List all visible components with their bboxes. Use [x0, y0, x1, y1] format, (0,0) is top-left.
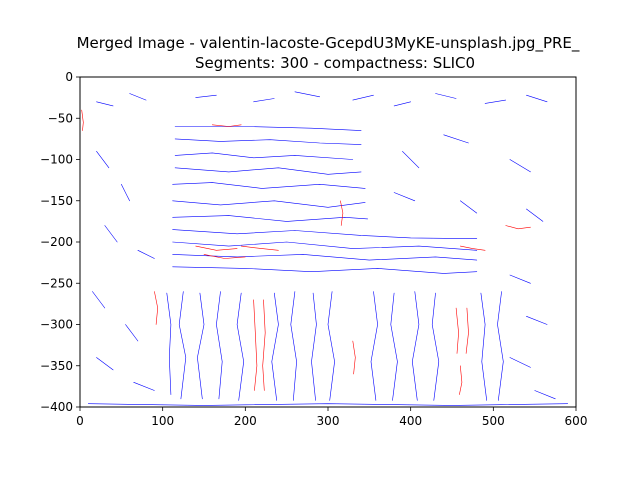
contour-line-s0-28	[195, 94, 217, 98]
y-tick-label: −100	[40, 153, 73, 167]
contour-line-s0-10	[172, 266, 478, 274]
y-tick-label: −300	[40, 318, 73, 332]
y-tick-label: −200	[40, 235, 73, 249]
contour-line-s1-5	[240, 245, 279, 251]
x-tick-label: 400	[399, 414, 422, 428]
contour-line-s0-8	[172, 241, 478, 251]
contour-line-s0-5	[172, 200, 366, 208]
contour-line-s0-46	[509, 159, 531, 173]
x-tick-label: 300	[317, 414, 340, 428]
contour-line-s1-12	[459, 365, 463, 395]
y-tick-label: −150	[40, 194, 73, 208]
contour-line-s0-11	[166, 292, 172, 395]
contour-line-s0-13	[197, 292, 205, 400]
contour-line-s0-4	[172, 182, 366, 189]
contour-line-s0-9	[172, 254, 478, 261]
y-tick-label: −350	[40, 359, 73, 373]
x-axis: 0 100 200 300 400 500 600	[76, 407, 587, 428]
contour-line-s0-21	[390, 292, 398, 401]
contour-line-s0-33	[435, 93, 457, 99]
contour-line-s0-26	[96, 101, 114, 107]
contour-line-s0-19	[327, 291, 335, 401]
contour-line-s0-7	[172, 229, 478, 239]
contour-line-s0-44	[402, 151, 420, 169]
contour-line-s1-11	[465, 307, 469, 354]
contour-line-s0-25	[497, 291, 504, 401]
x-tick-label: 500	[482, 414, 505, 428]
contour-line-s0-35	[526, 94, 548, 103]
contour-line-s0-2	[174, 152, 354, 160]
contour-line-s0-34	[484, 99, 507, 104]
contour-line-s0-48	[459, 200, 478, 214]
contour-line-s0-39	[137, 250, 155, 259]
y-tick-label: −50	[48, 111, 73, 125]
contour-line-s0-27	[129, 93, 147, 101]
x-tick-label: 600	[565, 414, 588, 428]
contour-line-s0-12	[178, 291, 187, 400]
contour-line-s1-6	[154, 291, 159, 325]
contour-line-s1-3	[195, 245, 238, 251]
plot-marks	[81, 91, 569, 406]
contour-line-s1-9	[352, 340, 356, 375]
contour-line-s0-42	[96, 357, 114, 371]
contour-line-s0-49	[526, 208, 544, 222]
contour-line-s0-54	[88, 403, 569, 406]
contour-line-s0-30	[294, 91, 321, 98]
y-tick-label: 0	[65, 70, 73, 84]
contour-line-s0-15	[236, 292, 245, 401]
y-tick-label: −400	[40, 400, 73, 414]
contour-line-s0-0	[174, 126, 362, 131]
contour-line-s0-24	[480, 292, 488, 401]
contour-line-s0-18	[311, 292, 317, 401]
contour-line-s0-6	[172, 215, 369, 222]
contour-line-s0-53	[534, 390, 556, 400]
contour-line-s0-47	[393, 192, 416, 202]
contour-line-s0-43	[133, 381, 155, 391]
contour-line-s0-38	[104, 225, 118, 243]
contour-line-s0-1	[174, 138, 362, 145]
contour-line-s0-45	[443, 134, 469, 144]
contour-line-s0-22	[411, 291, 420, 401]
axes-frame	[79, 76, 577, 408]
contour-line-s0-41	[125, 324, 139, 342]
contour-line-s0-50	[509, 274, 531, 284]
contour-line-s0-32	[393, 101, 412, 107]
contour-line-s0-37	[121, 184, 130, 202]
contour-line-s1-1	[212, 124, 242, 127]
contour-line-s1-10	[455, 307, 459, 354]
contour-line-s0-14	[216, 291, 223, 400]
chart-title-line1: Merged Image - valentin-lacoste-GcepdU3M…	[77, 34, 580, 53]
y-axis: 0 −50 −100 −150 −200 −250 −300 −350 −400	[40, 70, 80, 414]
contour-line-s1-0	[81, 109, 84, 131]
contour-line-s1-13	[459, 245, 486, 251]
contour-line-s0-17	[290, 291, 297, 401]
y-tick-label: −250	[40, 276, 73, 290]
x-tick-label: 200	[234, 414, 257, 428]
contour-line-s1-4	[203, 254, 246, 259]
contour-line-s0-3	[174, 167, 362, 175]
contour-line-s0-51	[526, 315, 548, 325]
contour-line-s0-36	[96, 151, 110, 169]
chart-title-line2: Segments: 300 - compactness: SLIC0	[195, 54, 475, 72]
x-tick-label: 100	[151, 414, 174, 428]
contour-line-s0-40	[92, 291, 106, 309]
contour-line-s1-14	[505, 225, 531, 230]
x-tick-label: 0	[76, 414, 84, 428]
contour-line-s1-7	[253, 299, 258, 391]
contour-line-s0-29	[253, 98, 275, 103]
contour-line-s0-20	[370, 291, 378, 401]
contour-line-s1-8	[262, 299, 266, 391]
contour-line-s0-52	[509, 357, 531, 368]
contour-line-s0-16	[271, 292, 279, 401]
contour-line-s1-2	[340, 200, 344, 226]
contour-line-s0-23	[431, 292, 440, 401]
contour-line-s0-31	[352, 94, 374, 101]
